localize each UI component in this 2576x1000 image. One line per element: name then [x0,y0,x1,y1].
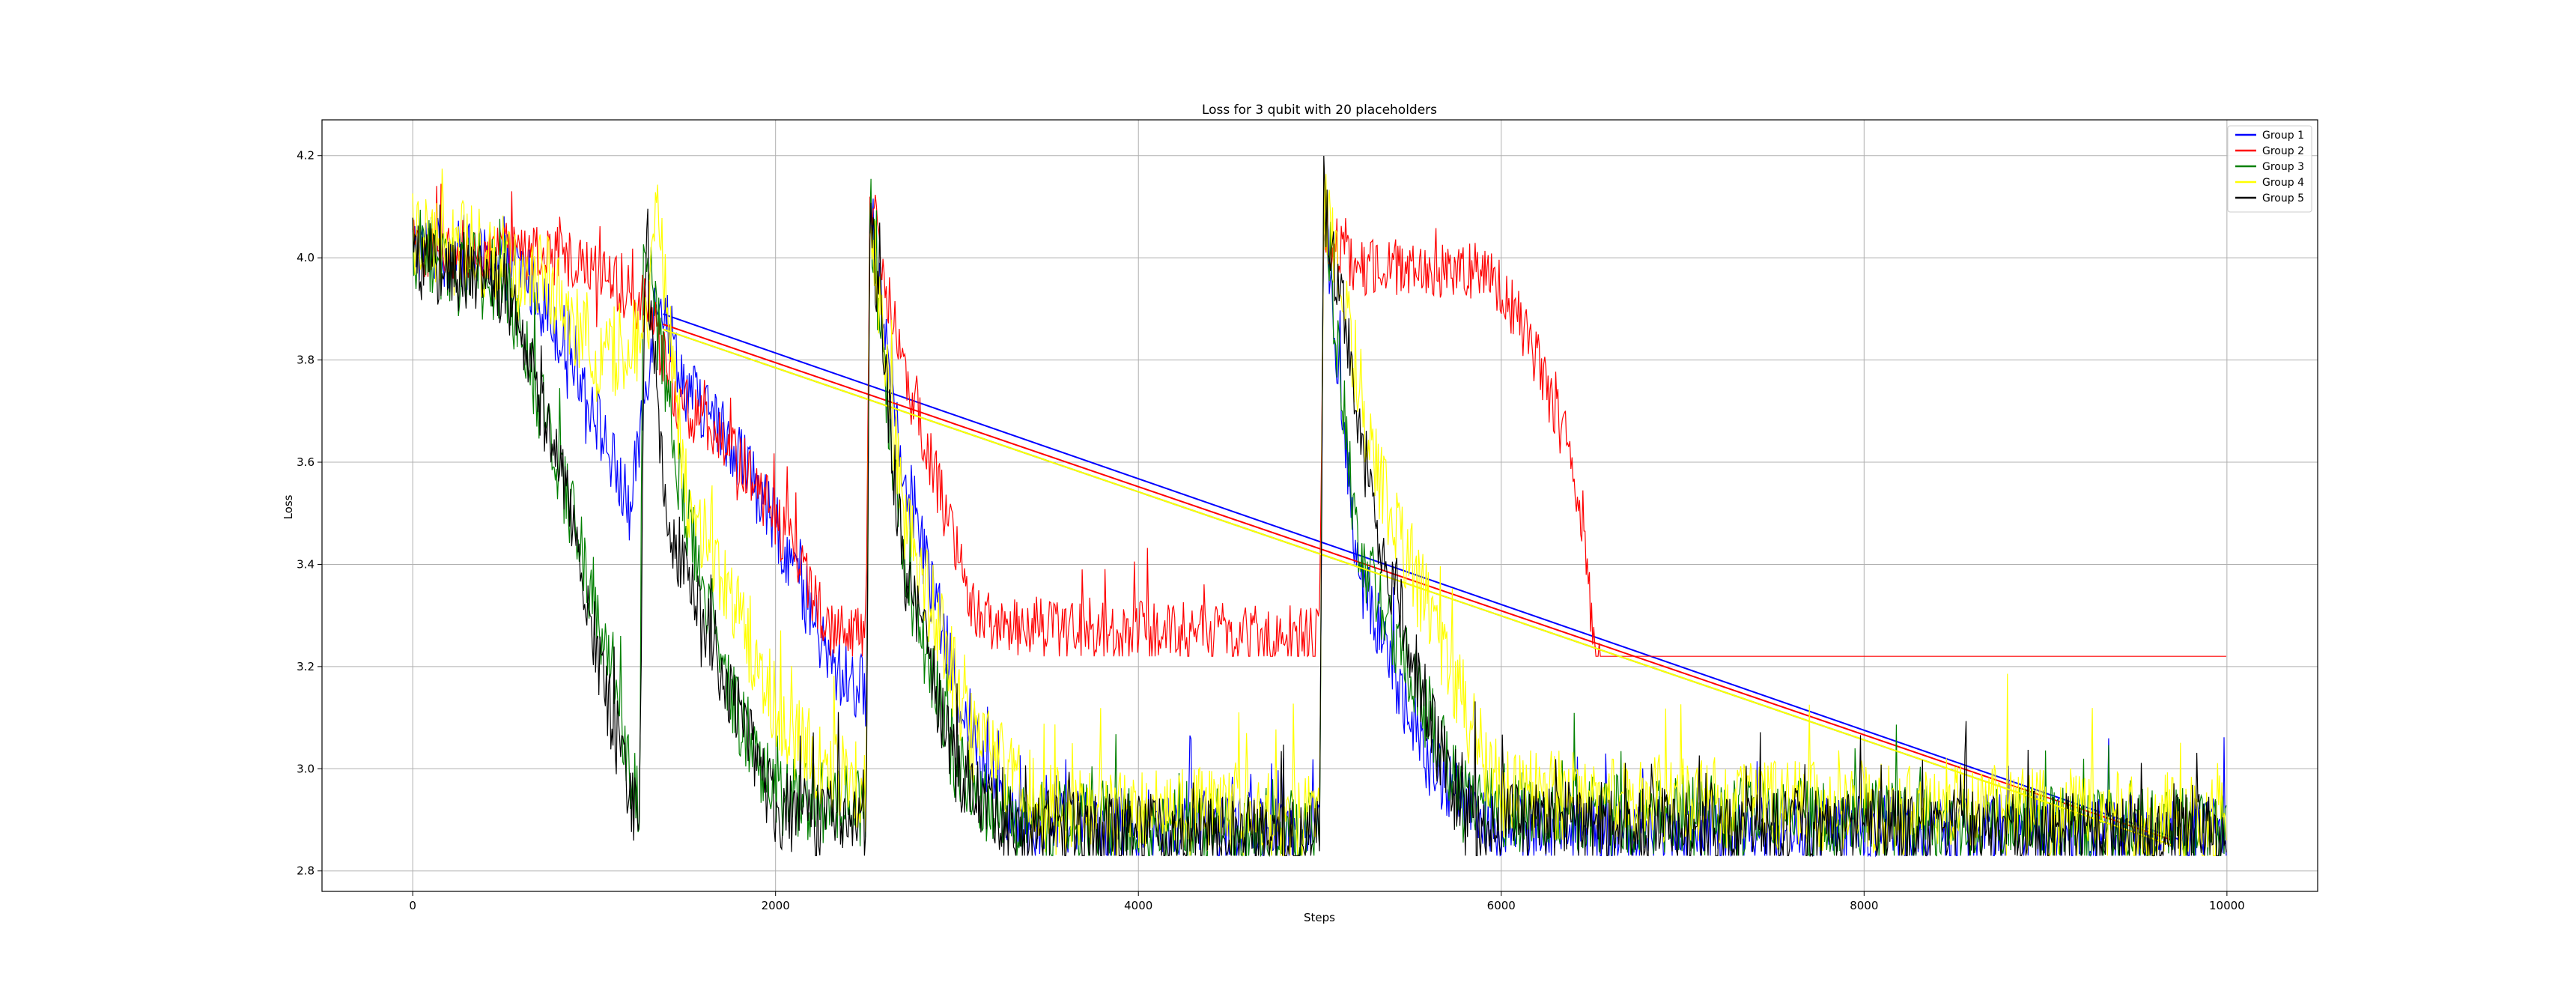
x-tick-label: 6000 [1487,899,1516,912]
legend-label: Group 5 [2262,193,2304,204]
ticks: 0 2000 4000 6000 8000 10000 2.8 3.0 3.2 3.4 3.6 3.8… [297,149,2245,912]
x-axis-label: Steps [1304,911,1335,924]
y-tick-label: 2.8 [297,864,315,878]
x-tick-label: 2000 [762,899,790,912]
x-tick-label: 8000 [1850,899,1878,912]
legend-label: Group 2 [2262,145,2304,157]
series-line [412,184,2226,658]
y-axis-label: Loss [282,494,295,519]
y-tick-label: 4.0 [297,251,315,264]
x-tick-label: 10000 [2209,899,2245,912]
series-connector [663,328,2173,846]
legend-box [2227,125,2312,213]
series-5 [412,155,2227,858]
y-tick-label: 4.2 [297,149,315,163]
x-tick-label: 0 [409,899,416,912]
x-tick-label: 4000 [1124,899,1152,912]
chart-title: Loss for 3 qubit with 20 placeholders [1202,103,1437,118]
series-layer [412,155,2227,858]
y-tick-label: 3.6 [297,455,315,469]
series-line [412,155,2227,858]
legend: Group 1 Group 2 Group 3 Group 4 Group 5 [2227,125,2312,213]
y-tick-label: 3.0 [297,762,315,775]
series-connector [663,313,2182,841]
y-tick-label: 3.4 [297,557,315,571]
y-tick-label: 3.8 [297,354,315,367]
legend-label: Group 4 [2262,177,2304,189]
legend-label: Group 1 [2262,130,2304,142]
legend-label: Group 3 [2262,161,2304,173]
plot-frame [321,119,2318,892]
y-tick-label: 3.2 [297,660,315,673]
